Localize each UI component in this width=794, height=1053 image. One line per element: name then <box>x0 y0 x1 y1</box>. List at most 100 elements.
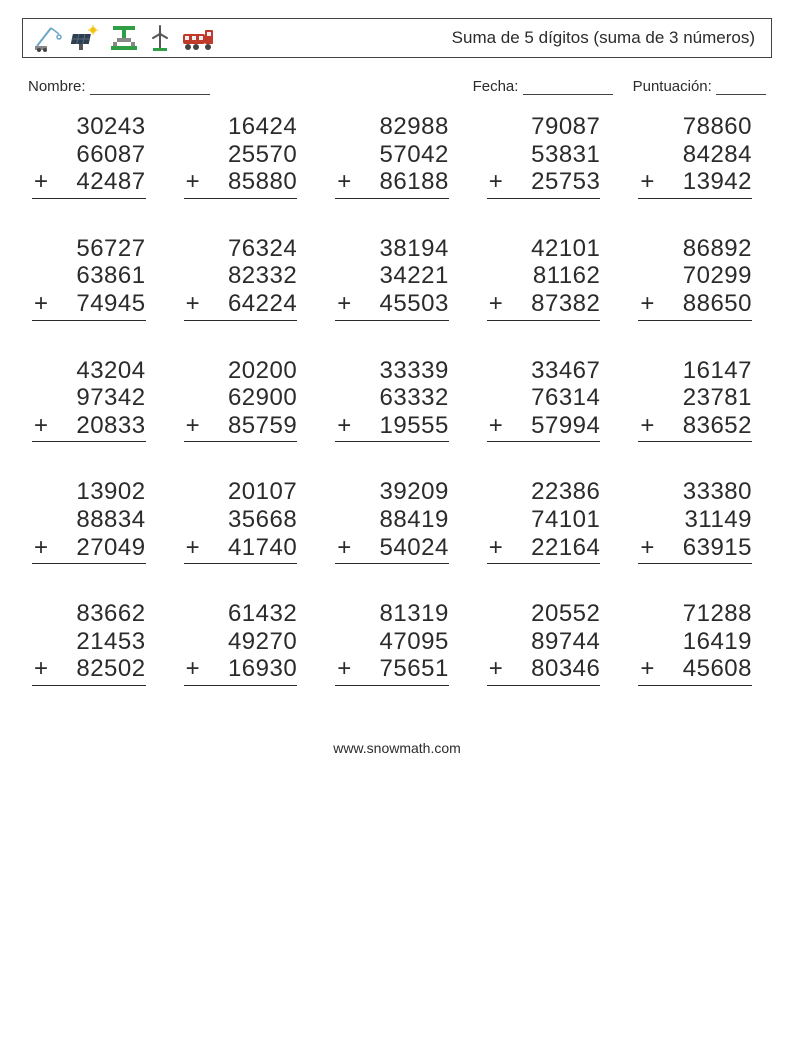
addend-1: 78860 <box>638 113 752 141</box>
wind-turbine-icon <box>147 24 173 52</box>
addend-3: 16930 <box>228 655 297 683</box>
addend-1: 20107 <box>184 478 298 506</box>
addend-3: 19555 <box>380 412 449 440</box>
date-field: Fecha: <box>473 78 613 95</box>
addend-3: 42487 <box>76 168 145 196</box>
name-label: Nombre: <box>28 78 86 95</box>
addition-problem: 3024366087+42487 <box>26 113 162 199</box>
addend-1: 38194 <box>335 235 449 263</box>
addition-problem: 1614723781+83652 <box>632 357 768 443</box>
addend-2: 84284 <box>638 141 752 169</box>
addend-1: 39209 <box>335 478 449 506</box>
addend-3: 27049 <box>76 534 145 562</box>
addition-problem: 1642425570+85880 <box>178 113 314 199</box>
crane-icon <box>33 24 63 52</box>
addend-2: 97342 <box>32 384 146 412</box>
addend-3: 45503 <box>380 290 449 318</box>
addition-problem: 3920988419+54024 <box>329 478 465 564</box>
addend-3-row: +63915 <box>638 534 752 565</box>
addition-problem: 6143249270+16930 <box>178 600 314 686</box>
problem-grid: 3024366087+424871642425570+8588082988570… <box>22 113 772 686</box>
plus-operator: + <box>487 412 503 440</box>
date-blank <box>523 80 613 95</box>
addend-3: 45608 <box>683 655 752 683</box>
addition-problem: 3346776314+57994 <box>481 357 617 443</box>
addend-3: 80346 <box>531 655 600 683</box>
addend-3-row: +41740 <box>184 534 298 565</box>
addend-2: 25570 <box>184 141 298 169</box>
addition-problem: 2055289744+80346 <box>481 600 617 686</box>
name-blank <box>90 80 210 95</box>
plus-operator: + <box>335 168 351 196</box>
addend-1: 22386 <box>487 478 601 506</box>
plus-operator: + <box>638 168 654 196</box>
addend-3: 75651 <box>380 655 449 683</box>
worksheet-title: Suma de 5 dígitos (suma de 3 números) <box>452 28 761 48</box>
plus-operator: + <box>335 290 351 318</box>
addition-problem: 8131947095+75651 <box>329 600 465 686</box>
name-field: Nombre: <box>28 78 210 95</box>
addend-1: 33339 <box>335 357 449 385</box>
addition-problem: 1390288834+27049 <box>26 478 162 564</box>
plus-operator: + <box>184 168 200 196</box>
addend-3-row: +19555 <box>335 412 449 443</box>
addend-3-row: +88650 <box>638 290 752 321</box>
addend-3-row: +83652 <box>638 412 752 443</box>
addend-3: 85880 <box>228 168 297 196</box>
addend-2: 34221 <box>335 262 449 290</box>
info-line: Nombre: Fecha: Puntuación: <box>28 78 766 95</box>
addend-1: 16147 <box>638 357 752 385</box>
plus-operator: + <box>32 168 48 196</box>
addend-3: 54024 <box>380 534 449 562</box>
solar-panel-icon <box>71 24 101 52</box>
addend-3-row: +42487 <box>32 168 146 199</box>
addend-1: 76324 <box>184 235 298 263</box>
addend-3: 74945 <box>76 290 145 318</box>
addend-3-row: +57994 <box>487 412 601 443</box>
addend-1: 13902 <box>32 478 146 506</box>
addend-3-row: +85759 <box>184 412 298 443</box>
addition-problem: 3333963332+19555 <box>329 357 465 443</box>
addend-3: 87382 <box>531 290 600 318</box>
addend-3: 41740 <box>228 534 297 562</box>
addend-3-row: +25753 <box>487 168 601 199</box>
addend-1: 33380 <box>638 478 752 506</box>
plus-operator: + <box>184 534 200 562</box>
addend-1: 56727 <box>32 235 146 263</box>
plus-operator: + <box>638 534 654 562</box>
addend-2: 31149 <box>638 506 752 534</box>
addend-2: 62900 <box>184 384 298 412</box>
plus-operator: + <box>32 412 48 440</box>
addend-1: 16424 <box>184 113 298 141</box>
score-field: Puntuación: <box>633 78 766 95</box>
plus-operator: + <box>487 168 503 196</box>
addend-1: 20200 <box>184 357 298 385</box>
addend-2: 76314 <box>487 384 601 412</box>
addend-1: 79087 <box>487 113 601 141</box>
addend-3-row: +80346 <box>487 655 601 686</box>
plus-operator: + <box>638 412 654 440</box>
addend-3: 64224 <box>228 290 297 318</box>
addend-3: 57994 <box>531 412 600 440</box>
addition-problem: 8689270299+88650 <box>632 235 768 321</box>
plus-operator: + <box>184 655 200 683</box>
addend-2: 81162 <box>487 262 601 290</box>
addend-2: 21453 <box>32 628 146 656</box>
addend-3: 86188 <box>380 168 449 196</box>
train-icon <box>181 24 215 52</box>
addend-1: 30243 <box>32 113 146 141</box>
addend-2: 82332 <box>184 262 298 290</box>
addend-3-row: +64224 <box>184 290 298 321</box>
addend-3-row: +82502 <box>32 655 146 686</box>
addend-1: 33467 <box>487 357 601 385</box>
addend-2: 66087 <box>32 141 146 169</box>
addend-3-row: +87382 <box>487 290 601 321</box>
addition-problem: 4210181162+87382 <box>481 235 617 321</box>
press-machine-icon <box>109 24 139 52</box>
plus-operator: + <box>184 412 200 440</box>
addend-2: 49270 <box>184 628 298 656</box>
addend-2: 89744 <box>487 628 601 656</box>
plus-operator: + <box>487 534 503 562</box>
addition-problem: 7908753831+25753 <box>481 113 617 199</box>
addition-problem: 3338031149+63915 <box>632 478 768 564</box>
